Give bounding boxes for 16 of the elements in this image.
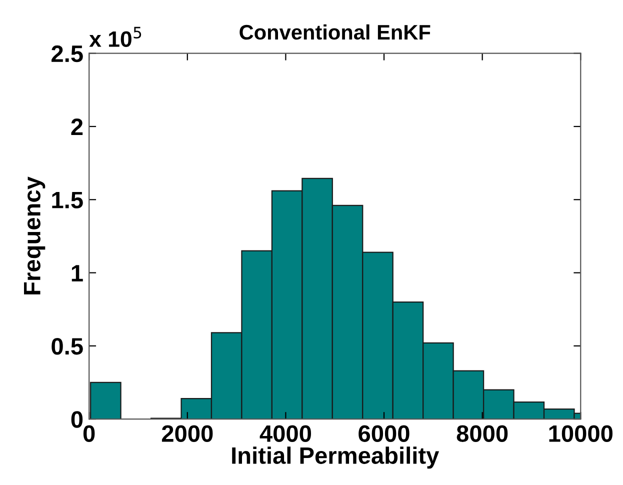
- x-tick-label: 8000: [456, 425, 508, 442]
- y-tick-label: 0.5: [52, 338, 83, 355]
- x-tick-label: 10000: [549, 425, 612, 442]
- y-tick-label: 2: [71, 118, 83, 136]
- y-tick-label: 1: [72, 265, 83, 282]
- x-tick-label: 0: [83, 425, 95, 442]
- y-tick-label: 0: [71, 411, 83, 428]
- x-tick-label: 2000: [162, 425, 213, 442]
- y-tick-label: 2.5: [52, 45, 83, 62]
- x-tick-label: 4000: [260, 425, 312, 442]
- x-tick-label: 6000: [358, 425, 410, 442]
- x-axis-title: Initial Permeability: [232, 446, 440, 469]
- y-axis-title: Frequency: [24, 176, 46, 294]
- chart-title: Conventional EnKF: [240, 24, 430, 40]
- text: x 10$^{5}$: [89, 26, 142, 47]
- y-tick-label: 1.5: [52, 192, 83, 208]
